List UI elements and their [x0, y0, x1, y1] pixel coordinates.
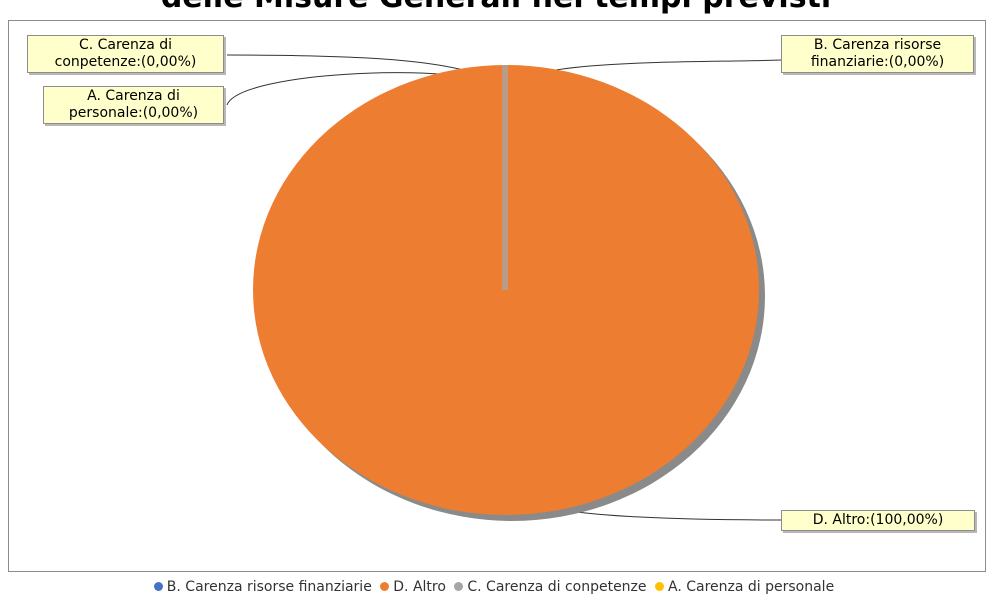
legend-item-b: B. Carenza risorse finanziarie [153, 578, 372, 596]
legend-dot-a [654, 582, 664, 591]
chart-title: delle Misure Generali nei tempi previsti [0, 0, 992, 18]
callout-b-line-2: finanziarie:(0,00%) [810, 54, 945, 70]
legend-dot-b [153, 582, 163, 591]
legend-label-d: D. Altro [393, 579, 446, 595]
callout-a: A. Carenza di personale:(0,00%) [43, 86, 224, 124]
legend-dot-c [454, 582, 464, 591]
legend-label-a: A. Carenza di personale [667, 579, 835, 595]
callout-b-line-1: B. Carenza risorse [813, 37, 942, 53]
callout-b: B. Carenza risorse finanziarie:(0,00%) [781, 35, 974, 73]
callout-a-line-1: A. Carenza di [87, 88, 180, 104]
legend-label-b: B. Carenza risorse finanziarie [166, 579, 372, 595]
callout-c: C. Carenza di conpetenze:(0,00%) [27, 35, 224, 73]
callout-c-line-2: conpetenze:(0,00%) [54, 54, 197, 70]
legend-item-a: A. Carenza di personale [654, 578, 835, 596]
pie-slices [253, 65, 765, 521]
legend-dot-d [380, 582, 390, 591]
callout-c-line-1: C. Carenza di [78, 37, 173, 53]
legend-item-c: C. Carenza di conpetenze [454, 578, 647, 596]
legend-item-d: D. Altro [380, 578, 446, 596]
callout-d-line-1: D. Altro:(100,00%) [812, 512, 944, 528]
callout-a-line-2: personale:(0,00%) [68, 105, 199, 121]
legend-label-c: C. Carenza di conpetenze [467, 579, 647, 595]
pie-zero-slices-boundary [502, 65, 508, 290]
legend: B. Carenza risorse finanziarie D. Altro … [0, 578, 992, 596]
callout-d: D. Altro:(100,00%) [781, 510, 975, 531]
